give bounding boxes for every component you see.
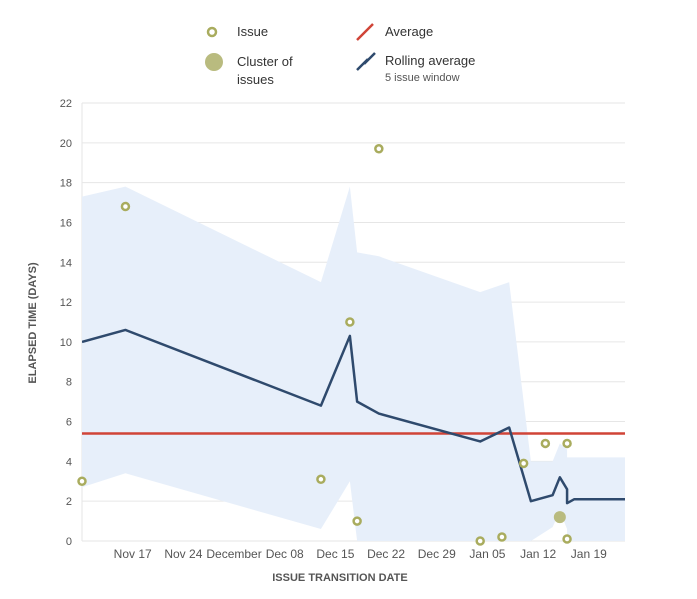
y-tick-label: 8 (66, 377, 72, 389)
rolling-average-legend-icon (356, 52, 376, 71)
x-axis-title: ISSUE TRANSITION DATE (272, 572, 407, 584)
x-tick-label: Jan 12 (520, 547, 556, 561)
y-axis-title: ELAPSED TIME (DAYS) (27, 262, 39, 384)
issue-legend-icon (206, 26, 218, 38)
legend-issue-label: Issue (237, 24, 269, 39)
legend-average-label: Average (385, 24, 434, 39)
issue-point (562, 534, 572, 544)
legend-rolling-label: Rolling average (385, 53, 476, 68)
y-tick-label: 14 (60, 257, 72, 269)
x-tick-label: Jan 19 (571, 547, 607, 561)
average-legend-icon (356, 23, 374, 41)
x-tick-label: Nov 24 (164, 547, 202, 561)
y-tick-label: 12 (60, 297, 72, 309)
cluster-legend-icon (205, 53, 223, 71)
y-tick-label: 10 (60, 337, 72, 349)
y-tick-label: 0 (66, 536, 72, 548)
y-tick-label: 6 (66, 417, 72, 429)
issue-point (540, 438, 551, 449)
y-tick-label: 2 (66, 496, 72, 508)
issue-point (497, 532, 507, 542)
x-tick-label: Nov 17 (114, 547, 152, 561)
y-tick-label: 16 (60, 217, 72, 229)
issue-cluster-point (553, 511, 566, 524)
x-tick-label: Dec 08 (266, 547, 304, 561)
legend-cluster-label: Cluster of issues (237, 54, 293, 87)
issue-point (374, 144, 384, 154)
issue-point (475, 536, 485, 546)
y-tick-label: 4 (66, 456, 72, 468)
x-tick-label: Dec 22 (367, 547, 405, 561)
x-tick-label: Dec 15 (316, 547, 354, 561)
x-tick-label: Dec 29 (418, 547, 456, 561)
issue-point (120, 201, 131, 212)
rolling-average-line (82, 328, 625, 505)
y-tick-label: 22 (60, 98, 72, 110)
x-tick-label: Jan 05 (469, 547, 505, 561)
y-axis: 0 2 4 6 8 10 12 14 16 18 20 22 (60, 98, 72, 548)
issue-point (352, 516, 362, 526)
y-tick-label: 20 (60, 138, 72, 150)
x-tick-label: December (206, 547, 261, 561)
issue-point (518, 458, 529, 469)
data-points (77, 144, 572, 546)
issue-point (316, 474, 326, 485)
issue-point (562, 438, 572, 449)
issue-point (345, 317, 355, 327)
y-tick-label: 18 (60, 178, 72, 190)
legend-rolling-sublabel: 5 issue window (385, 72, 460, 84)
issue-point (77, 476, 87, 487)
x-axis: Nov 17 Nov 24 December Dec 08 Dec 15 Dec 22 De… (114, 547, 607, 561)
